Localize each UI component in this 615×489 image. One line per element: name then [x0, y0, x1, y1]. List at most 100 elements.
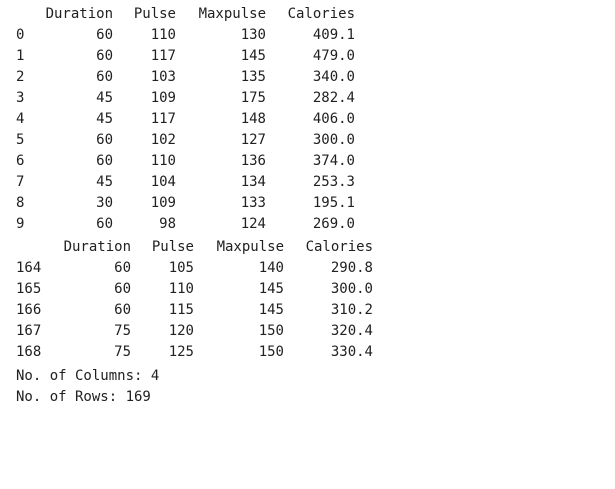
table-cell: 145: [258, 302, 284, 318]
table-cell: 115: [168, 302, 194, 318]
table-cell: 45: [96, 111, 113, 127]
row-index: 167: [16, 323, 42, 339]
table-row: 1 60 117 145 479.0: [0, 46, 615, 67]
table-cell: 140: [258, 260, 284, 276]
table-cell: 75: [114, 344, 131, 360]
table-cell: 60: [96, 216, 113, 232]
table-row: 3 45 109 175 282.4: [0, 88, 615, 109]
console-output: Duration Pulse Maxpulse Calories 0 60 11…: [0, 6, 615, 405]
table-row: 5 60 102 127 300.0: [0, 130, 615, 151]
table-cell: 30: [96, 195, 113, 211]
table-cell: 117: [150, 111, 176, 127]
table-cell: 105: [168, 260, 194, 276]
column-header: Calories: [287, 6, 355, 22]
table-cell: 479.0: [312, 48, 355, 64]
table-cell: 136: [240, 153, 266, 169]
table-cell: 110: [150, 153, 176, 169]
table-cell: 253.3: [312, 174, 355, 190]
table-cell: 300.0: [312, 132, 355, 148]
row-index: 8: [16, 195, 25, 211]
table-cell: 60: [96, 27, 113, 43]
column-header: Duration: [45, 6, 113, 22]
table-row: 164 60 105 140 290.8: [0, 258, 615, 279]
table-cell: 75: [114, 323, 131, 339]
row-index: 5: [16, 132, 25, 148]
row-index: 9: [16, 216, 25, 232]
table-cell: 145: [240, 48, 266, 64]
table-cell: 310.2: [330, 302, 373, 318]
column-header: Pulse: [151, 239, 194, 255]
table-cell: 340.0: [312, 69, 355, 85]
table-row: 9 60 98 124 269.0: [0, 214, 615, 235]
table-cell: 145: [258, 281, 284, 297]
table-cell: 60: [96, 132, 113, 148]
table-cell: 102: [150, 132, 176, 148]
row-index: 164: [16, 260, 42, 276]
table-cell: 103: [150, 69, 176, 85]
table-cell: 409.1: [312, 27, 355, 43]
row-index: 165: [16, 281, 42, 297]
table-row: 165 60 110 145 300.0: [0, 279, 615, 300]
column-count-text: No. of Columns: 4: [16, 368, 160, 384]
table-cell: 109: [150, 195, 176, 211]
table-row: 0 60 110 130 409.1: [0, 25, 615, 46]
row-index: 2: [16, 69, 25, 85]
table-cell: 117: [150, 48, 176, 64]
table-cell: 300.0: [330, 281, 373, 297]
table-cell: 290.8: [330, 260, 373, 276]
table-cell: 60: [96, 153, 113, 169]
table-cell: 45: [96, 90, 113, 106]
table-cell: 60: [114, 260, 131, 276]
table-cell: 135: [240, 69, 266, 85]
row-index: 7: [16, 174, 25, 190]
table-cell: 374.0: [312, 153, 355, 169]
table-row: 168 75 125 150 330.4: [0, 342, 615, 363]
row-count-text: No. of Rows: 169: [16, 389, 151, 405]
table-cell: 110: [168, 281, 194, 297]
row-index: 4: [16, 111, 25, 127]
table-cell: 282.4: [312, 90, 355, 106]
table-row: 4 45 117 148 406.0: [0, 109, 615, 130]
table-row: 6 60 110 136 374.0: [0, 151, 615, 172]
table-cell: 150: [258, 344, 284, 360]
column-header: Duration: [63, 239, 131, 255]
row-index: 168: [16, 344, 42, 360]
table-cell: 124: [240, 216, 266, 232]
table-cell: 125: [168, 344, 194, 360]
table-cell: 104: [150, 174, 176, 190]
table-cell: 120: [168, 323, 194, 339]
table-cell: 175: [240, 90, 266, 106]
table-cell: 60: [114, 281, 131, 297]
table-cell: 45: [96, 174, 113, 190]
table-row: 166 60 115 145 310.2: [0, 300, 615, 321]
row-index: 0: [16, 27, 25, 43]
row-index: 6: [16, 153, 25, 169]
table-cell: 109: [150, 90, 176, 106]
table-cell: 406.0: [312, 111, 355, 127]
row-index: 1: [16, 48, 25, 64]
row-index: 166: [16, 302, 42, 318]
column-header: Maxpulse: [216, 239, 284, 255]
table-cell: 110: [150, 27, 176, 43]
column-header: Calories: [305, 239, 373, 255]
table-row: 8 30 109 133 195.1: [0, 193, 615, 214]
table-cell: 127: [240, 132, 266, 148]
column-header: Maxpulse: [198, 6, 266, 22]
table-cell: 60: [96, 48, 113, 64]
table-row: 2 60 103 135 340.0: [0, 67, 615, 88]
table-cell: 98: [159, 216, 176, 232]
table-row: 167 75 120 150 320.4: [0, 321, 615, 342]
table-cell: 130: [240, 27, 266, 43]
column-header: Pulse: [133, 6, 176, 22]
table-cell: 60: [96, 69, 113, 85]
table-cell: 134: [240, 174, 266, 190]
table-cell: 269.0: [312, 216, 355, 232]
table-row: 7 45 104 134 253.3: [0, 172, 615, 193]
table-cell: 195.1: [312, 195, 355, 211]
table-cell: 320.4: [330, 323, 373, 339]
table-header-row: Duration Pulse Maxpulse Calories: [0, 237, 615, 258]
table-cell: 60: [114, 302, 131, 318]
row-index: 3: [16, 90, 25, 106]
table-cell: 133: [240, 195, 266, 211]
table-cell: 150: [258, 323, 284, 339]
